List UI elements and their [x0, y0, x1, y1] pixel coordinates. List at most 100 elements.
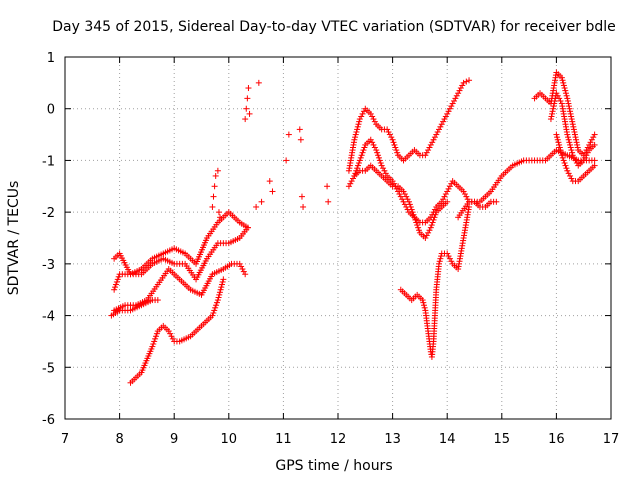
- data-point: [550, 105, 557, 112]
- data-point: [375, 152, 382, 159]
- data-point: [421, 304, 428, 311]
- data-point: [567, 141, 574, 148]
- data-point: [426, 227, 433, 234]
- data-point: [580, 157, 587, 164]
- data-point: [216, 291, 223, 298]
- data-point: [551, 97, 558, 104]
- y-tick-label: 0: [47, 103, 55, 118]
- x-tick-label: 13: [384, 432, 401, 447]
- data-point: [441, 116, 448, 123]
- data-point: [444, 250, 451, 257]
- data-point: [573, 139, 580, 146]
- data-point: [563, 165, 570, 172]
- y-tick-label: -2: [42, 206, 55, 221]
- data-point: [445, 253, 452, 260]
- data-point: [562, 162, 569, 169]
- data-point: [210, 309, 217, 316]
- data-point: [436, 260, 443, 267]
- data-point: [245, 85, 252, 92]
- data-point: [566, 139, 573, 146]
- data-point: [569, 118, 576, 125]
- chart-title: Day 345 of 2015, Sidereal Day-to-day VTE…: [52, 19, 616, 35]
- data-point: [297, 136, 304, 143]
- data-point: [451, 97, 458, 104]
- data-point: [243, 105, 250, 112]
- data-point: [466, 77, 473, 84]
- data-point: [356, 118, 363, 125]
- data-point: [567, 144, 574, 151]
- data-point: [153, 333, 159, 340]
- data-point: [283, 157, 290, 164]
- data-point: [554, 136, 561, 143]
- data-point: [347, 180, 354, 187]
- data-point: [563, 92, 570, 99]
- data-point: [550, 103, 557, 110]
- data-point: [549, 108, 556, 115]
- data-point: [574, 144, 581, 151]
- x-tick-label: 8: [115, 432, 123, 447]
- x-tick-label: 9: [170, 432, 178, 447]
- data-point: [352, 131, 359, 138]
- data-point: [367, 110, 374, 117]
- data-point: [457, 85, 464, 92]
- data-point: [244, 95, 251, 102]
- data-point: [565, 136, 572, 143]
- grid-lines: [65, 57, 611, 419]
- series-scatter-f: [209, 79, 332, 221]
- data-point: [460, 79, 467, 86]
- data-point: [573, 136, 580, 143]
- data-point: [355, 162, 362, 169]
- data-point: [399, 196, 406, 203]
- series-track-g: [345, 77, 473, 174]
- data-point: [438, 121, 445, 128]
- data-point: [420, 302, 427, 309]
- data-point: [425, 229, 432, 236]
- data-point: [445, 108, 452, 115]
- data-point: [112, 284, 119, 291]
- data-point: [406, 201, 413, 208]
- data-point: [394, 149, 401, 156]
- data-point: [352, 134, 359, 141]
- data-point: [438, 253, 445, 260]
- data-point: [381, 167, 388, 174]
- data-point: [210, 193, 217, 200]
- data-point: [430, 216, 437, 223]
- data-point: [390, 180, 397, 187]
- data-point: [218, 284, 225, 291]
- data-point: [360, 108, 367, 115]
- data-point: [446, 183, 453, 190]
- data-point: [459, 82, 466, 89]
- data-point: [448, 103, 455, 110]
- data-point: [423, 232, 430, 239]
- data-point: [351, 136, 358, 143]
- data-point: [564, 131, 571, 138]
- data-point: [375, 154, 382, 161]
- data-point: [388, 134, 395, 141]
- data-point: [369, 113, 376, 120]
- data-point: [358, 152, 365, 159]
- data-point: [244, 224, 251, 231]
- data-point: [371, 144, 378, 151]
- data-point: [463, 78, 470, 85]
- data-point: [561, 85, 568, 92]
- data-point: [591, 131, 598, 138]
- data-point: [426, 144, 433, 151]
- data-point: [350, 175, 357, 182]
- data-point: [428, 222, 435, 229]
- data-point: [422, 235, 429, 241]
- data-point: [300, 203, 307, 210]
- data-point: [393, 147, 400, 154]
- data-point: [348, 178, 355, 185]
- data-point: [565, 170, 572, 177]
- data-point: [463, 193, 470, 200]
- data-point: [433, 131, 440, 138]
- x-tick-label: 14: [439, 432, 456, 447]
- data-point: [553, 90, 560, 97]
- data-point: [354, 165, 361, 172]
- data-point: [358, 113, 365, 120]
- data-point: [150, 341, 157, 348]
- data-point: [220, 276, 227, 283]
- data-point: [380, 165, 387, 172]
- x-tick-label: 7: [61, 432, 69, 447]
- data-point: [446, 255, 453, 262]
